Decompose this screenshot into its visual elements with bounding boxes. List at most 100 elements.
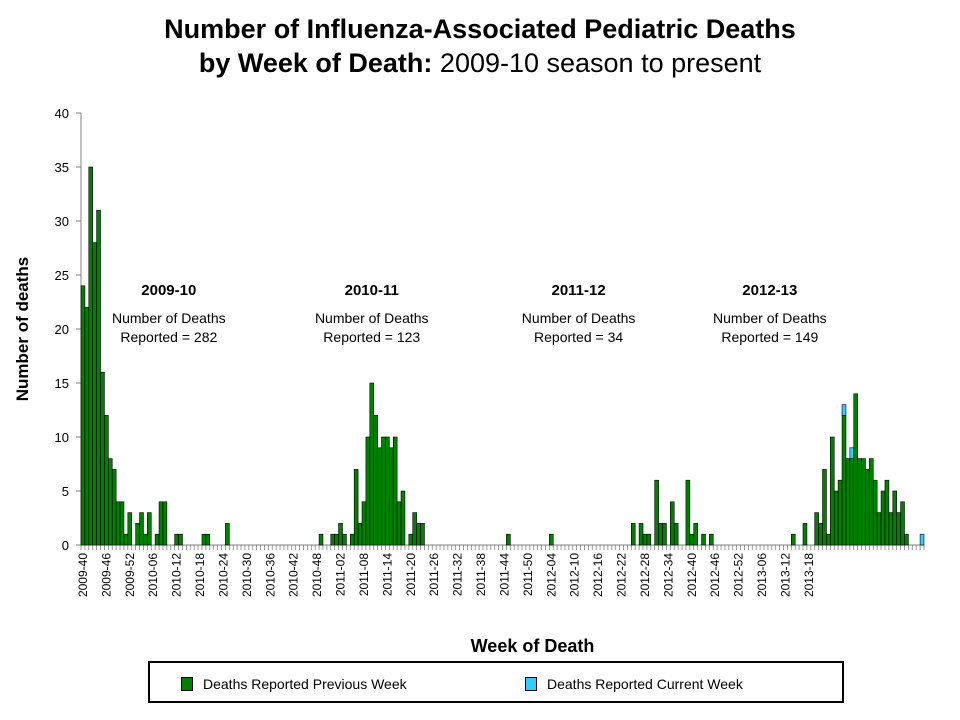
bar-previous-week — [412, 512, 417, 546]
bar-previous-week — [119, 501, 125, 546]
season-label: 2011-12 — [551, 282, 605, 299]
legend-item-previous: Deaths Reported Previous Week — [181, 676, 407, 692]
bar-previous-week — [853, 393, 858, 546]
bar-previous-week — [685, 479, 691, 546]
bar-previous-week — [100, 371, 105, 546]
bar-previous-week — [123, 533, 129, 546]
season-label: 2009-10 — [141, 282, 196, 299]
bar-previous-week — [88, 166, 94, 546]
x-tick-label: 2012-34 — [661, 553, 675, 597]
x-tick-label: 2012-22 — [615, 553, 629, 597]
season-deaths-line1: Number of Deaths — [713, 310, 827, 326]
bar-previous-week — [127, 512, 133, 546]
bar-previous-week — [814, 512, 819, 546]
y-tick-label: 40 — [55, 106, 69, 121]
bar-previous-week — [330, 533, 335, 546]
bar-previous-week — [670, 501, 675, 546]
bar-previous-week — [904, 533, 909, 546]
title-line-2: by Week of Death: 2009-10 season to pres… — [0, 46, 960, 80]
x-tick-label: 2009-40 — [76, 553, 90, 597]
bar-previous-week — [389, 447, 394, 546]
bar-previous-week — [872, 479, 878, 546]
bar-previous-week — [662, 523, 667, 546]
x-tick-label: 2011-20 — [404, 553, 418, 596]
season-deaths-line2: Reported = 34 — [534, 329, 623, 345]
x-tick-label: 2011-26 — [427, 553, 441, 596]
title-line-2-bold: by Week of Death: — [198, 48, 433, 78]
bar-previous-week — [318, 533, 324, 546]
bar-previous-week — [658, 523, 663, 546]
season-label: 2012-13 — [742, 282, 797, 299]
season-deaths-line2: Reported = 149 — [721, 329, 818, 345]
x-tick-label: 2013-18 — [802, 553, 816, 597]
bar-previous-week — [888, 512, 894, 546]
bar-previous-week — [638, 523, 644, 546]
bar-previous-week — [420, 523, 425, 546]
x-tick-label: 2010-48 — [310, 553, 324, 597]
bar-previous-week — [861, 458, 866, 546]
bar-previous-week — [400, 490, 406, 546]
x-tick-label: 2009-46 — [99, 553, 113, 597]
x-tick-label: 2011-14 — [380, 553, 394, 596]
bar-previous-week — [849, 458, 855, 546]
bar-previous-week — [818, 523, 823, 546]
bar-previous-week — [876, 512, 882, 546]
bar-previous-week — [642, 533, 648, 546]
bar-previous-week — [115, 501, 121, 546]
bar-previous-week — [869, 458, 874, 546]
x-tick-label: 2010-24 — [216, 553, 230, 597]
legend-item-current: Deaths Reported Current Week — [525, 676, 743, 692]
bar-previous-week — [884, 479, 890, 546]
bar-previous-week — [373, 415, 378, 546]
bar-previous-week — [225, 523, 230, 546]
bar-previous-week — [896, 512, 901, 546]
season-deaths-line1: Number of Deaths — [112, 310, 226, 326]
legend-swatch-current — [525, 677, 537, 691]
x-tick-label: 2012-04 — [544, 553, 558, 597]
y-tick-label: 0 — [62, 538, 69, 553]
bar-previous-week — [408, 533, 414, 546]
x-tick-label: 2013-12 — [778, 553, 792, 597]
season-deaths-line2: Reported = 282 — [120, 329, 217, 345]
x-tick-label: 2013-06 — [755, 553, 769, 597]
bar-previous-week — [381, 436, 386, 546]
legend-swatch-previous — [181, 677, 193, 691]
legend-label-current: Deaths Reported Current Week — [547, 676, 743, 692]
bar-previous-week — [80, 285, 86, 546]
bar-previous-week — [147, 512, 152, 546]
x-tick-label: 2011-38 — [474, 553, 488, 596]
bar-previous-week — [162, 501, 168, 546]
y-axis-title: Number of deaths — [13, 257, 32, 402]
x-tick-label: 2012-16 — [591, 553, 605, 597]
bar-previous-week — [135, 523, 140, 546]
chart-title: Number of Influenza-Associated Pediatric… — [0, 12, 960, 80]
y-tick-label: 35 — [55, 160, 69, 175]
bar-previous-week — [689, 533, 695, 546]
bar-previous-week — [701, 533, 706, 546]
bar-previous-week — [654, 479, 659, 546]
legend: Deaths Reported Previous Week Deaths Rep… — [148, 661, 844, 703]
bar-previous-week — [139, 512, 144, 546]
y-tick-label: 15 — [55, 376, 69, 391]
x-tick-label: 2011-02 — [334, 553, 348, 596]
bar-previous-week — [857, 458, 862, 546]
x-tick-label: 2010-30 — [240, 553, 254, 597]
bar-previous-week — [865, 469, 870, 546]
bar-previous-week — [646, 533, 652, 546]
x-tick-label: 2010-12 — [170, 553, 184, 597]
x-tick-label: 2012-46 — [708, 553, 722, 597]
bar-previous-week — [111, 469, 117, 546]
x-tick-label: 2012-52 — [732, 553, 746, 597]
bar-previous-week — [178, 533, 183, 546]
bar-previous-week — [833, 490, 839, 546]
x-axis-title: Week of Death — [471, 636, 595, 656]
legend-label-previous: Deaths Reported Previous Week — [203, 676, 407, 692]
y-tick-label: 10 — [55, 430, 69, 445]
bar-previous-week — [357, 523, 363, 546]
season-deaths-line1: Number of Deaths — [315, 310, 429, 326]
title-line-1: Number of Influenza-Associated Pediatric… — [164, 14, 796, 44]
bar-previous-week — [201, 533, 207, 546]
bar-previous-week — [104, 415, 109, 546]
x-tick-label: 2012-28 — [638, 553, 652, 597]
bar-previous-week — [845, 458, 851, 546]
